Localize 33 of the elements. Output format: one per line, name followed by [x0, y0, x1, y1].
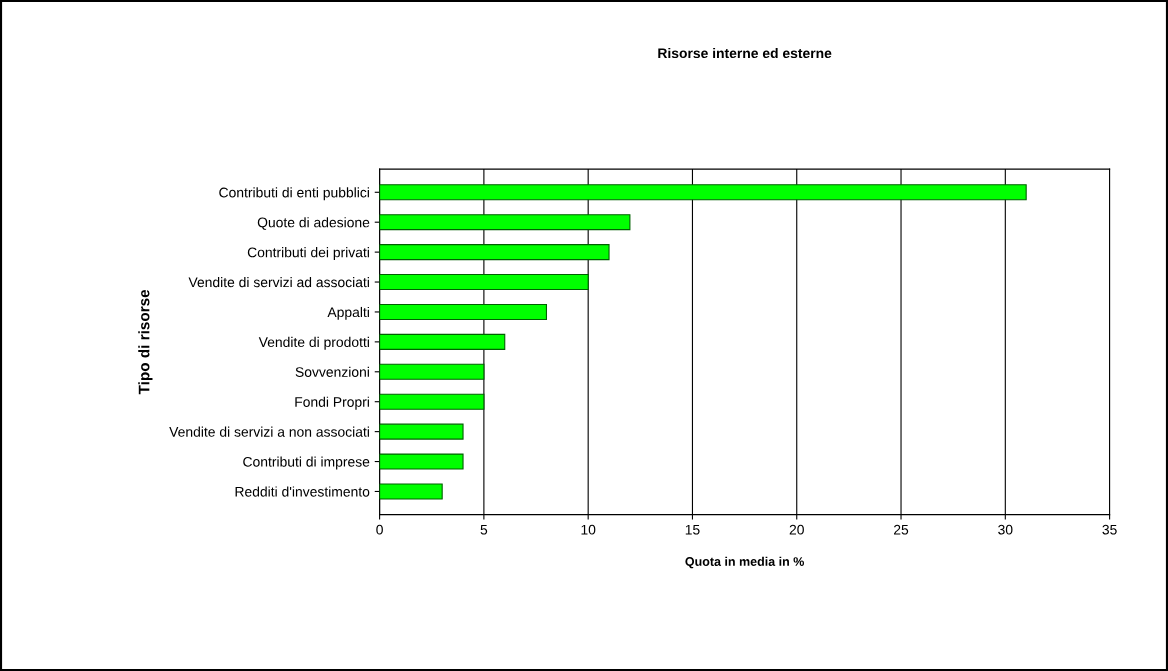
chart-title: Risorse interne ed esterne [658, 47, 832, 59]
y-tick-label: Redditi d'investimento [235, 486, 370, 497]
y-tick-label: Vendite di prodotti [258, 336, 369, 350]
x-tick-label: 20 [789, 524, 804, 535]
y-tick-label: Contributi di imprese [243, 456, 370, 470]
bar [379, 483, 443, 500]
x-tick-label: 30 [998, 524, 1013, 535]
bar [379, 393, 485, 410]
y-tick-label: Vendite di servizi a non associati [169, 426, 369, 437]
bar [379, 333, 506, 350]
y-tick-label: Sovvenzioni [295, 366, 369, 377]
x-tick-label: 0 [376, 524, 383, 535]
bar [379, 453, 464, 470]
bar [379, 363, 485, 380]
y-tick-label: Contributi di enti pubblici [219, 187, 369, 201]
y-axis-title: Tipo di risorse [138, 289, 153, 395]
x-tick-label: 15 [685, 524, 700, 535]
y-tick-label: Appalti [327, 306, 369, 320]
x-tick-label: 25 [894, 524, 909, 535]
bar [379, 244, 610, 261]
x-tick-label: 10 [581, 524, 596, 535]
y-tick-label: Fondi Propri [295, 396, 369, 410]
y-tick-label: Contributi dei privati [247, 247, 369, 261]
bar [379, 274, 589, 291]
bar [379, 184, 1027, 201]
x-tick-label: 35 [1102, 524, 1117, 535]
bar [379, 423, 464, 440]
bar [379, 303, 548, 320]
x-tick-label: 5 [480, 524, 488, 535]
x-axis-title: Quota in media in % [685, 556, 804, 569]
bar [379, 214, 631, 231]
y-tick-label: Quote di adesione [257, 217, 370, 230]
y-tick-label: Vendite di servizi ad associati [188, 277, 369, 288]
